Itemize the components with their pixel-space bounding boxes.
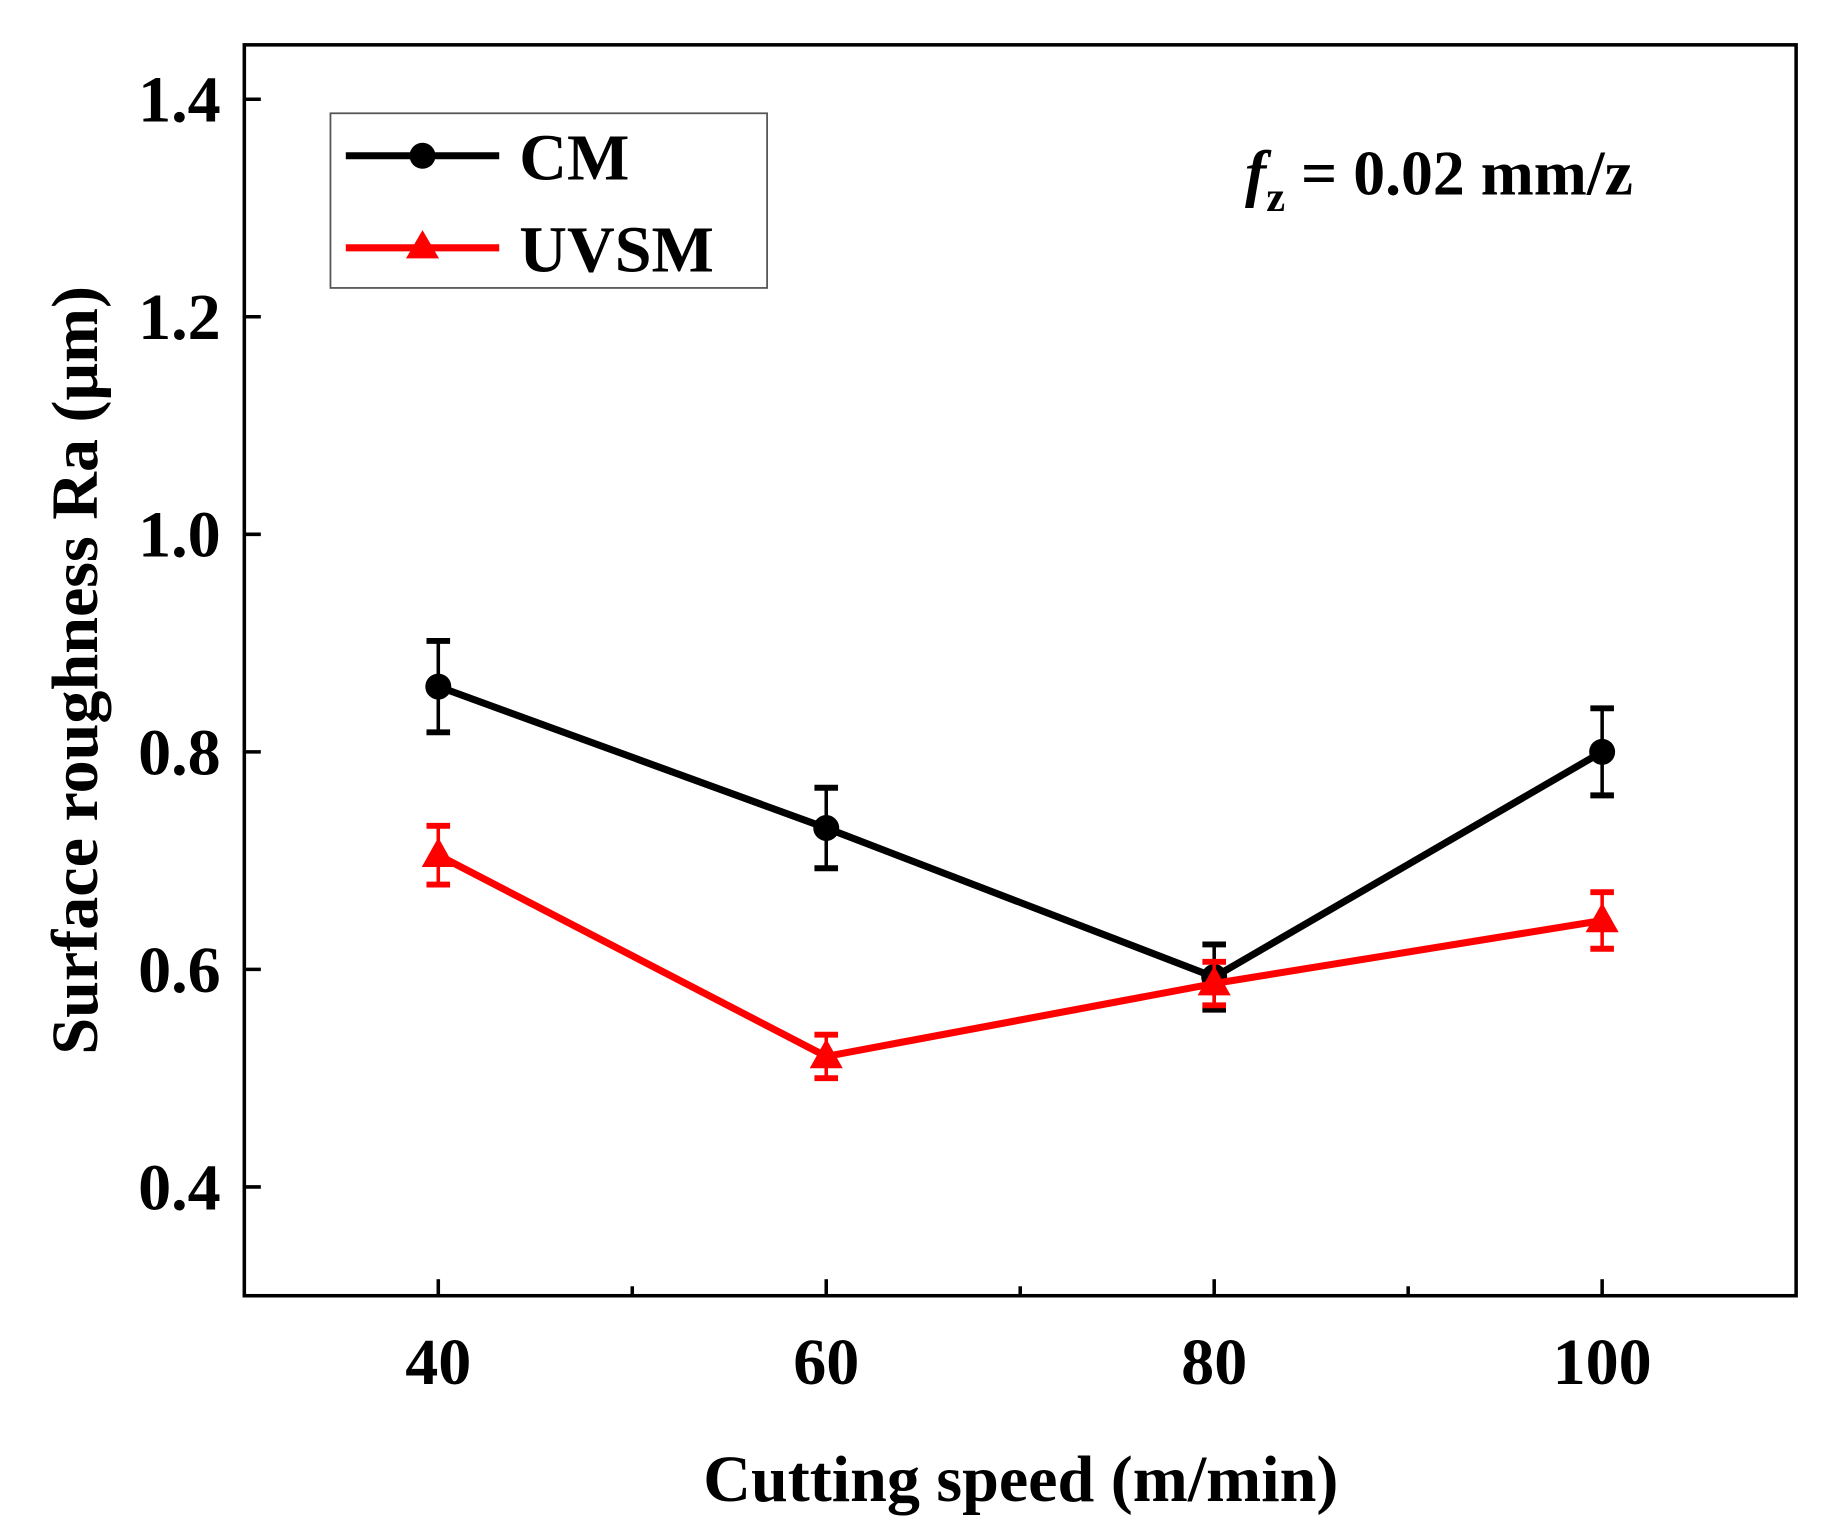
series-cm [425, 637, 1616, 1013]
feed-annotation: fz = 0.02 mm/z [1245, 138, 1633, 222]
x-tick-label: 100 [1553, 1326, 1652, 1399]
uvsm-point [1585, 902, 1619, 933]
y-tick-label: 1.4 [138, 64, 221, 137]
y-tick-label: 0.6 [138, 934, 221, 1007]
uvsm-point [421, 837, 455, 867]
legend-box [329, 112, 768, 289]
uvsm-line [436, 852, 1603, 1060]
uvsm-point [1197, 965, 1231, 996]
x-axis-label: Cutting speed (m/min) [703, 1443, 1338, 1516]
legend-uvsm-label: UVSM [519, 213, 714, 286]
x-tick-label: 60 [793, 1326, 859, 1399]
legend: CM UVSM [329, 112, 768, 289]
y-tick-label: 0.4 [138, 1151, 221, 1224]
x-tick-label: 40 [405, 1326, 471, 1399]
cm-point [813, 815, 840, 841]
y-tick-label: 1.2 [138, 281, 221, 354]
feed-value: = 0.02 mm/z [1285, 138, 1633, 209]
uvsm-point [809, 1038, 843, 1069]
y-axis-label: Surface roughness Ra (μm) [39, 286, 112, 1055]
series-uvsm [421, 822, 1619, 1082]
y-tick-label: 1.0 [138, 499, 221, 572]
feed-subscript: z [1266, 174, 1285, 221]
cm-line [437, 683, 1604, 981]
cm-point [1589, 738, 1616, 765]
legend-cm-marker [409, 142, 436, 169]
cm-point [425, 673, 452, 700]
x-tick-label: 80 [1181, 1326, 1247, 1399]
legend-uvsm-marker [405, 230, 440, 259]
legend-cm-label: CM [519, 121, 629, 194]
y-tick-label: 0.8 [138, 716, 221, 789]
